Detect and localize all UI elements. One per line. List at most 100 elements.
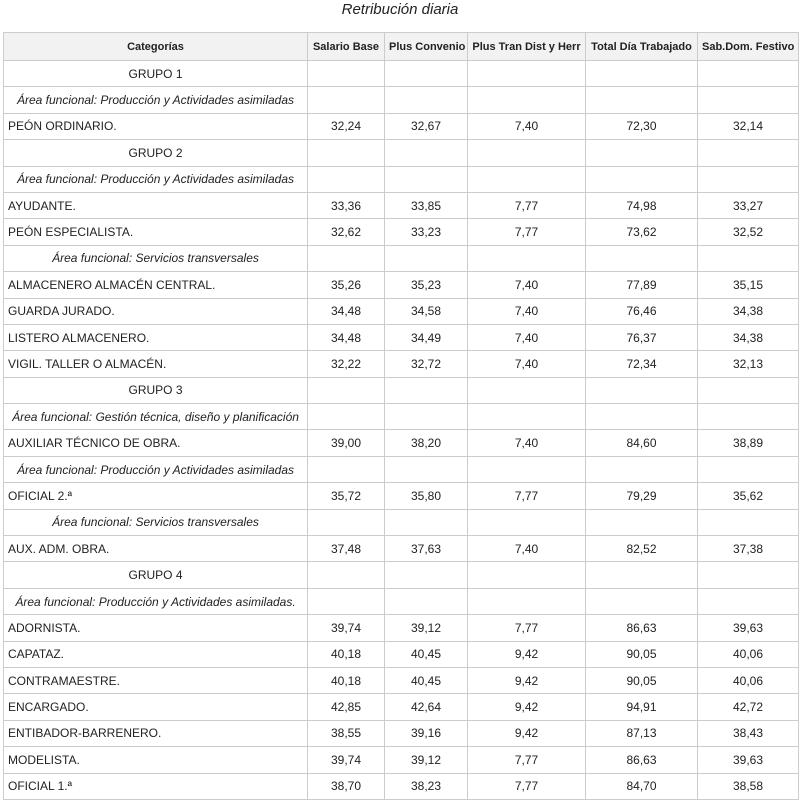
- column-header: Categorías: [3, 32, 308, 61]
- value-cell: 39,74: [307, 746, 385, 774]
- empty-cell: [384, 376, 468, 405]
- value-cell: 38,43: [697, 719, 799, 748]
- empty-cell: [307, 376, 385, 405]
- area-title: Área funcional: Producción y Actividades…: [3, 587, 308, 616]
- caption: Retribución diaria: [341, 1, 459, 18]
- value-cell: 33,36: [307, 191, 385, 220]
- data-row: ENTIBADOR-BARRENERO. 38,55 39,16 9,42 87,13 3…: [3, 719, 799, 748]
- data-row: VIGIL. TALLER O ALMACÉN. 32,22 32,72 7,40 72…: [3, 350, 799, 378]
- header-row: Categorías Salario Base Plus Convenio Plus …: [3, 32, 799, 61]
- empty-cell: [307, 139, 385, 167]
- value-cell: 84,70: [585, 772, 698, 800]
- value-cell: 38,55: [307, 719, 385, 748]
- empty-cell: [585, 403, 698, 431]
- value-cell: 76,37: [585, 323, 698, 352]
- value-cell: 34,48: [307, 297, 385, 325]
- empty-cell: [384, 403, 468, 431]
- area-title-row: Área funcional: Servicios transversales: [3, 244, 799, 273]
- empty-cell: [307, 508, 385, 537]
- empty-cell: [585, 376, 698, 405]
- empty-cell: [697, 59, 799, 88]
- value-cell: 42,64: [384, 693, 468, 721]
- value-cell: 37,48: [307, 535, 385, 563]
- empty-cell: [585, 86, 698, 114]
- value-cell: 38,58: [697, 772, 799, 800]
- value-cell: 32,62: [307, 218, 385, 246]
- value-cell: 34,58: [384, 297, 468, 325]
- area-title-row: Área funcional: Producción y Actividades…: [3, 165, 799, 193]
- empty-cell: [384, 86, 468, 114]
- value-cell: 33,27: [697, 191, 799, 220]
- category-cell: OFICIAL 1.ª: [3, 772, 308, 800]
- group-title-row: GRUPO 4: [3, 561, 799, 589]
- value-cell: 7,40: [467, 112, 586, 141]
- empty-cell: [697, 86, 799, 114]
- empty-cell: [585, 165, 698, 193]
- value-cell: 35,72: [307, 482, 385, 510]
- category-cell: LISTERO ALMACENERO.: [3, 323, 308, 352]
- value-cell: 77,89: [585, 271, 698, 299]
- column-header: Sab.Dom. Festivo: [697, 32, 799, 61]
- value-cell: 40,06: [697, 666, 799, 695]
- column-header: Total Día Trabajado: [585, 32, 698, 61]
- empty-cell: [585, 561, 698, 589]
- area-title: Área funcional: Producción y Actividades…: [3, 455, 308, 484]
- empty-cell: [384, 455, 468, 484]
- value-cell: 32,67: [384, 112, 468, 141]
- group-title: GRUPO 4: [3, 561, 308, 589]
- data-row: ADORNISTA. 39,74 39,12 7,77 86,63 39,63: [3, 614, 799, 642]
- category-cell: GUARDA JURADO.: [3, 297, 308, 325]
- value-cell: 40,45: [384, 640, 468, 668]
- category-cell: MODELISTA.: [3, 746, 308, 774]
- value-cell: 7,40: [467, 297, 586, 325]
- category-cell: ALMACENERO ALMACÉN CENTRAL.: [3, 271, 308, 299]
- value-cell: 84,60: [585, 429, 698, 457]
- column-header: Plus Tran Dist y Herr: [467, 32, 586, 61]
- value-cell: 74,98: [585, 191, 698, 220]
- empty-cell: [585, 59, 698, 88]
- value-cell: 32,72: [384, 350, 468, 378]
- value-cell: 39,74: [307, 614, 385, 642]
- category-cell: PEÓN ESPECIALISTA.: [3, 218, 308, 246]
- group-title-row: GRUPO 1: [3, 59, 799, 88]
- data-row: AUX. ADM. OBRA. 37,48 37,63 7,40 82,52 37,38: [3, 535, 799, 563]
- value-cell: 73,62: [585, 218, 698, 246]
- empty-cell: [384, 59, 468, 88]
- value-cell: 32,24: [307, 112, 385, 141]
- group-title-row: GRUPO 2: [3, 139, 799, 167]
- area-title-row: Área funcional: Producción y Actividades…: [3, 86, 799, 114]
- data-row: LISTERO ALMACENERO. 34,48 34,49 7,40 76,37 34…: [3, 323, 799, 352]
- category-cell: ENCARGADO.: [3, 693, 308, 721]
- group-title: GRUPO 1: [3, 59, 308, 88]
- value-cell: 82,52: [585, 535, 698, 563]
- value-cell: 94,91: [585, 693, 698, 721]
- value-cell: 37,63: [384, 535, 468, 563]
- empty-cell: [467, 86, 586, 114]
- value-cell: 72,34: [585, 350, 698, 378]
- category-cell: ADORNISTA.: [3, 614, 308, 642]
- data-row: OFICIAL 1.ª 38,70 38,23 7,77 84,70 38,58: [3, 772, 799, 800]
- value-cell: 9,42: [467, 666, 586, 695]
- value-cell: 34,38: [697, 323, 799, 352]
- empty-cell: [697, 508, 799, 537]
- group-title: GRUPO 2: [3, 139, 308, 167]
- empty-cell: [467, 403, 586, 431]
- area-title-row: Área funcional: Gestión técnica, diseño …: [3, 403, 799, 431]
- value-cell: 7,40: [467, 535, 586, 563]
- value-cell: 7,40: [467, 350, 586, 378]
- value-cell: 32,13: [697, 350, 799, 378]
- empty-cell: [307, 59, 385, 88]
- data-row: MODELISTA. 39,74 39,12 7,77 86,63 39,63: [3, 746, 799, 774]
- empty-cell: [307, 561, 385, 589]
- value-cell: 34,48: [307, 323, 385, 352]
- empty-cell: [384, 165, 468, 193]
- empty-cell: [467, 59, 586, 88]
- empty-cell: [307, 86, 385, 114]
- area-title: Área funcional: Servicios transversales: [3, 244, 308, 273]
- empty-cell: [384, 561, 468, 589]
- empty-cell: [697, 376, 799, 405]
- value-cell: 7,40: [467, 271, 586, 299]
- empty-cell: [697, 455, 799, 484]
- empty-cell: [697, 244, 799, 273]
- empty-cell: [467, 587, 586, 616]
